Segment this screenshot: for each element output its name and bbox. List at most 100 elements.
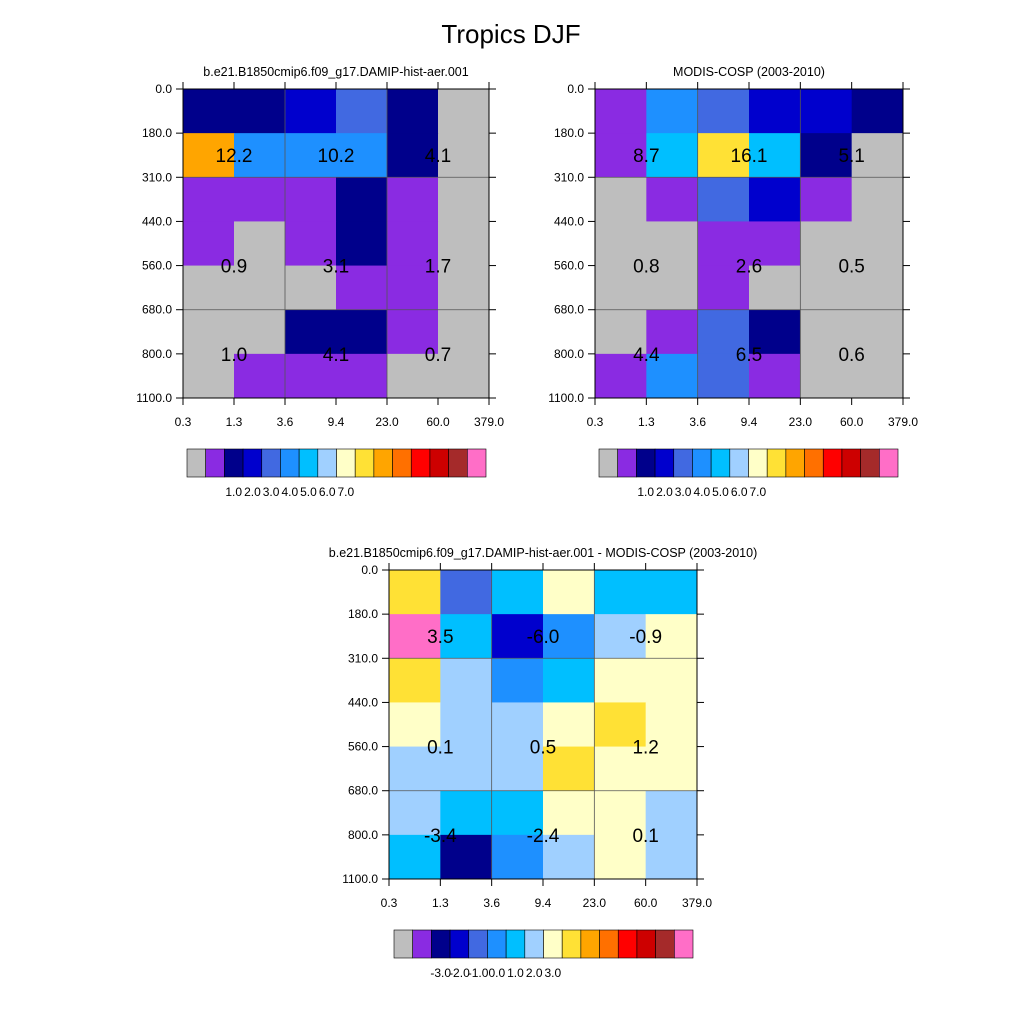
x-tick-label: 1.3 [638,415,655,429]
heatmap-cell [491,790,544,836]
heatmap-cell [697,177,750,222]
heatmap-cell [697,133,750,178]
x-tick-label: 1.3 [226,415,243,429]
x-tick-label: 23.0 [789,415,813,429]
y-tick-label: 180.0 [554,126,584,140]
heatmap-cell [594,702,647,748]
colorbar-label: 1.0 [637,485,654,499]
data-label: 0.1 [632,826,658,847]
x-tick-label: 9.4 [328,415,345,429]
heatmap-cell [749,353,801,399]
heatmap-cell [851,89,904,134]
heatmap-cell [336,221,388,267]
heatmap-cell [697,309,750,355]
heatmap-cell [645,746,698,792]
heatmap-cell [595,133,647,178]
heatmap-cell [389,570,441,615]
colorbar-swatch [467,448,487,478]
heatmap-cell [645,658,698,703]
data-label: 0.6 [838,345,864,366]
colorbar-label: 4.0 [281,485,298,499]
heatmap-cell [595,177,647,222]
heatmap-cell [183,177,235,222]
colorbar-label: 3.0 [675,485,692,499]
heatmap-cell [749,89,801,134]
main-title: Tropics DJF [441,19,580,49]
heatmap-cell [697,89,750,134]
colorbar-swatch [280,448,300,478]
data-label: 3.1 [323,257,349,278]
x-tick-label: 9.4 [741,415,758,429]
colorbar-swatch [860,448,880,478]
data-label: 0.8 [633,257,659,278]
heatmap-cell [336,133,388,178]
x-tick-label: 23.0 [375,415,399,429]
colorbar-swatch [393,929,413,959]
heatmap-cell [749,177,801,222]
colorbar-swatch [505,929,526,959]
x-tick-label: 9.4 [535,896,552,910]
heatmap-cell [438,177,490,222]
heatmap-cell [183,265,235,311]
y-tick-label: 310.0 [554,170,584,184]
x-tick-label: 0.3 [381,896,398,910]
y-tick-label: 800.0 [554,347,584,361]
colorbar-label: 2.0 [244,485,261,499]
heatmap-cell [336,177,388,222]
heatmap-cell [800,309,853,355]
y-tick-label: 1100.0 [136,391,172,405]
colorbar-swatch [224,448,244,478]
x-tick-label: 379.0 [474,415,504,429]
heatmap-cell [800,265,853,311]
y-tick-label: 560.0 [554,259,584,273]
colorbar-swatch [636,929,656,959]
heatmap-cell [491,614,544,659]
heatmap-cell [438,309,490,355]
data-label: 0.7 [425,345,451,366]
heatmap-cell [336,309,388,355]
heatmap-cell [749,309,801,355]
data-label: -3.4 [424,826,457,847]
colorbar-swatch [599,929,619,959]
colorbar-swatch [674,929,694,959]
heatmap-cell [285,89,337,134]
colorbar-label: 5.0 [300,485,317,499]
colorbar-label: 1.0 [507,966,524,980]
data-label: 1.2 [632,738,658,759]
heatmap-cell [645,702,698,748]
heatmap-cell [389,614,441,659]
heatmap-cell [800,177,853,222]
data-label: 10.2 [318,146,355,167]
heatmap-cell [697,353,750,399]
colorbar-swatch [429,448,449,478]
x-tick-label: 60.0 [426,415,450,429]
y-tick-label: 0.0 [567,82,584,96]
data-label: 8.7 [633,146,659,167]
heatmap-cell [234,309,286,355]
heatmap-cell [387,309,439,355]
y-tick-label: 560.0 [348,740,378,754]
panel-difference: b.e21.B1850cmip6.f09_g17.DAMIP-hist-aer.… [329,546,757,980]
heatmap-cell [285,177,337,222]
colorbar-swatch [766,448,787,478]
colorbar-swatch [598,448,618,478]
panel-model: b.e21.B1850cmip6.f09_g17.DAMIP-hist-aer.… [136,65,504,499]
heatmap-cell [594,746,647,792]
heatmap-cell [285,309,337,355]
colorbar-swatch [261,448,281,478]
heatmap-cell [851,221,904,267]
heatmap-cell [234,89,286,134]
data-label: -6.0 [527,627,560,648]
x-tick-label: 3.6 [277,415,294,429]
heatmap-cell [387,177,439,222]
y-tick-label: 440.0 [348,695,378,709]
heatmap-cell [646,353,699,399]
heatmap-cell [387,133,439,178]
heatmap-cell [387,89,439,134]
data-label: 0.9 [221,257,247,278]
data-label: 4.4 [633,345,660,366]
heatmap-cell [646,265,699,311]
colorbar-label: 6.0 [319,485,336,499]
colorbar-label: 6.0 [731,485,748,499]
